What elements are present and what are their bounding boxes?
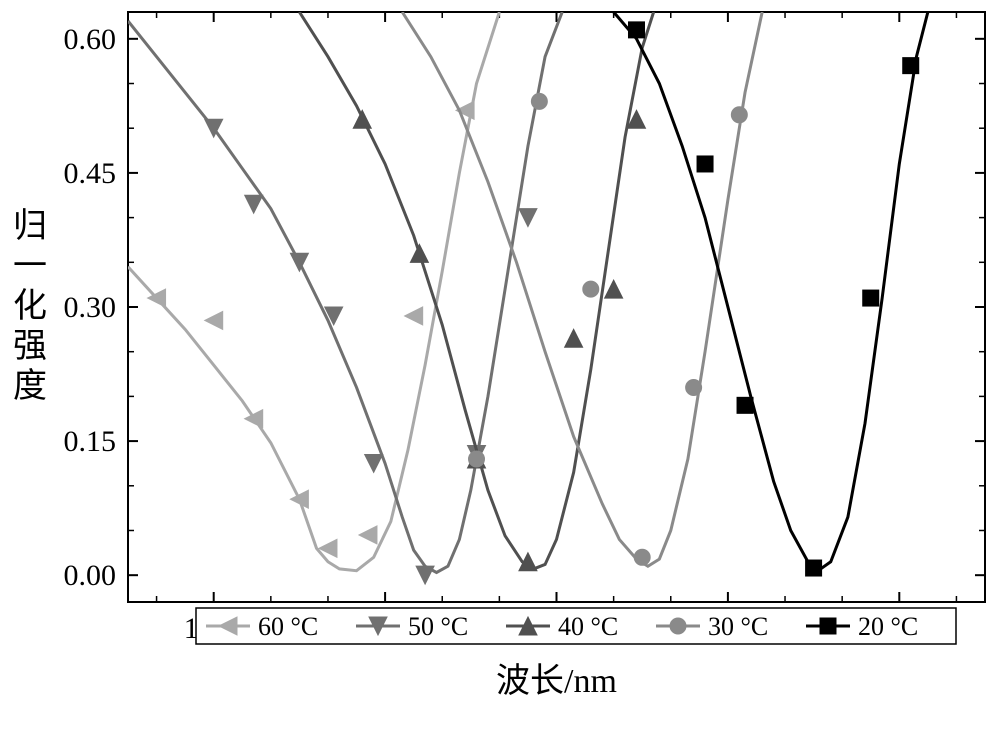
- y-tick-label: 0.30: [64, 291, 117, 324]
- y-axis-label-char: 一: [13, 248, 47, 285]
- legend-label: 30 °C: [708, 612, 768, 641]
- y-tick-label: 0.15: [64, 425, 117, 458]
- legend-label: 50 °C: [408, 612, 468, 641]
- y-axis-label-char: 归: [13, 207, 47, 245]
- y-tick-label: 0.00: [64, 559, 117, 592]
- legend-label: 60 °C: [258, 612, 318, 641]
- y-tick-label: 0.45: [64, 157, 117, 190]
- series-20 °C: [614, 12, 928, 576]
- series-50 °C: [128, 12, 562, 584]
- legend-label: 20 °C: [858, 612, 918, 641]
- y-axis-label-char: 强: [13, 328, 47, 365]
- series-40 °C: [299, 12, 653, 571]
- x-axis-label: 波长/nm: [496, 662, 617, 700]
- chart-container: 156615691572157515780.000.150.300.450.60…: [0, 0, 1000, 755]
- series-30 °C: [402, 12, 762, 566]
- legend-label: 40 °C: [558, 612, 618, 641]
- chart-svg: 156615691572157515780.000.150.300.450.60…: [0, 0, 1000, 755]
- y-axis-label-char: 化: [13, 287, 47, 325]
- y-axis-label-char: 度: [13, 367, 47, 405]
- y-tick-label: 0.60: [64, 23, 117, 56]
